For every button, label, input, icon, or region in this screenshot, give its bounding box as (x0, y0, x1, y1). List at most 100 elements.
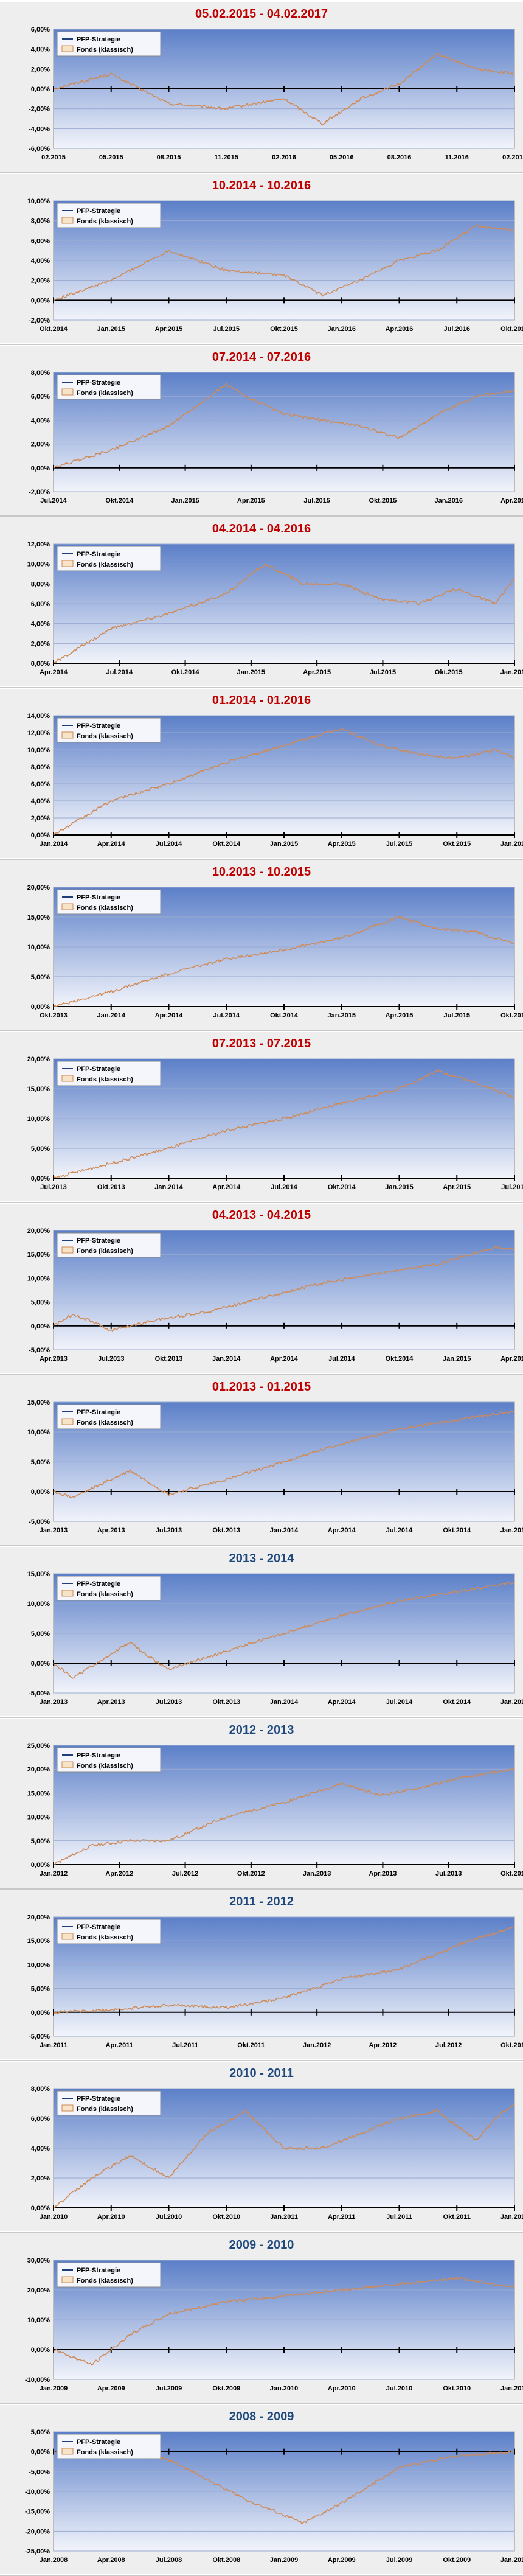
legend-box (57, 1232, 161, 1258)
x-tick-label: Apr.2013 (97, 1698, 125, 1706)
legend-label: PFP-Strategie (77, 1924, 120, 1931)
series-line-fonds (53, 1925, 515, 2014)
panel-divider (0, 1545, 523, 1546)
legend-swatch-fonds (61, 45, 74, 52)
x-tick-label: 02.2017 (502, 154, 523, 161)
legend-label: Fonds (klassisch) (77, 218, 133, 225)
legend-label: PFP-Strategie (77, 2438, 120, 2446)
x-tick-label: Jan.2010 (500, 2557, 523, 2564)
y-tick-label: 30,00% (27, 2257, 50, 2264)
x-tick-label: Okt.2014 (443, 1698, 471, 1706)
x-tick-label: Jul.2013 (40, 1184, 66, 1191)
x-tick-label: Okt.2010 (212, 2213, 240, 2221)
series-line-fonds (53, 1245, 514, 1332)
x-tick-label: Apr.2015 (303, 669, 331, 676)
x-tick-label: 11.2016 (445, 154, 469, 161)
x-tick-label: Jan.2015 (270, 840, 298, 848)
legend-box (57, 717, 161, 743)
x-tick-label: Jan.2015 (385, 1184, 413, 1191)
y-tick-label: -5,00% (29, 1347, 50, 1354)
y-tick-label: -6,00% (29, 145, 50, 153)
x-tick-label: Jan.2016 (328, 326, 356, 333)
series-line-fonds (54, 1768, 515, 1865)
y-tick-label: 4,00% (31, 2145, 50, 2152)
y-tick-label: 0,00% (31, 1862, 50, 1869)
x-tick-label: Jul.2014 (156, 840, 182, 848)
series-line-fonds (53, 1069, 515, 1179)
x-tick-label: Apr.2009 (97, 2385, 125, 2392)
legend-box (57, 1576, 161, 1601)
series-line-fonds (53, 563, 515, 664)
y-tick-label: 6,00% (31, 26, 50, 33)
chart-svg: 30,00% 20,00% 10,00% 0,00% -10,00%Jan.2009 Ap… (25, 2257, 523, 2392)
y-tick-label: -2,00% (29, 317, 50, 324)
chart-svg: 20,00% 15,00% 10,00% 5,00% 0,00% Jul.2013 Okt.… (27, 1056, 523, 1191)
x-tick-label: Jul.2015 (386, 840, 412, 848)
x-tick-label: Jan.2011 (40, 2042, 68, 2049)
x-tick-label: Okt.2014 (171, 669, 200, 676)
x-tick-label: Jan.2009 (270, 2557, 298, 2564)
legend-label: Fonds (klassisch) (77, 389, 133, 397)
y-tick-label: 0,00% (31, 2205, 50, 2212)
x-tick-label: Apr.2014 (328, 1527, 356, 1534)
y-tick-label: 20,00% (27, 2287, 50, 2294)
series-line-fonds (53, 2276, 515, 2366)
x-tick-label: Jul.2012 (435, 2042, 462, 2049)
x-tick-label: Okt.2015 (435, 669, 463, 676)
x-tick-label: Jul.2013 (435, 1870, 462, 1877)
x-tick-label: Jan.2012 (303, 2042, 331, 2049)
y-tick-label: 4,00% (31, 798, 50, 805)
x-tick-label: Okt.2014 (105, 497, 134, 504)
x-tick-label: 11.2015 (215, 154, 238, 161)
y-tick-label: 0,00% (31, 1323, 50, 1330)
y-tick-label: 10,00% (27, 944, 50, 951)
y-tick-label: 4,00% (31, 257, 50, 265)
chart-panel: 2012 - 2013 25,00% 20,00% 15,00% 10,00% 5,00%… (0, 1719, 523, 1888)
legend-swatch-fonds (61, 1418, 74, 1425)
legend-box (57, 2434, 161, 2459)
chart-svg: 20,00% 15,00% 10,00% 5,00% 0,00%Okt.2013 Jan.… (27, 884, 523, 1019)
legend-swatch-fonds (61, 560, 74, 567)
y-tick-label: 12,00% (27, 541, 50, 548)
chart-svg: 14,00% 12,00% 10,00% 8,00% 6,00% 4,00% 2,00% 0,… (27, 713, 523, 848)
chart-svg: 6,00%4,00%2,00%0,00%-2,00%-4,00%-6,00%02… (29, 26, 523, 161)
panel-divider (0, 1888, 523, 1890)
legend-label: Fonds (klassisch) (77, 561, 133, 568)
y-tick-label: -15,00% (25, 2508, 50, 2516)
x-tick-label: Jul.2009 (386, 2557, 412, 2564)
chart-svg: 15,00% 10,00% 5,00% 0,00% -5,00%Jan.2013 Apr.… (27, 1399, 523, 1534)
x-tick-label: Jan.2016 (434, 497, 462, 504)
y-tick-label: 6,00% (31, 2115, 50, 2123)
x-tick-label: Jul.2015 (444, 1012, 470, 1019)
x-tick-label: Jan.2015 (500, 1698, 523, 1706)
x-tick-label: Apr.2016 (500, 497, 523, 504)
legend-label: Fonds (klassisch) (77, 1934, 133, 1941)
legend-label: Fonds (klassisch) (77, 733, 133, 740)
legend-label: PFP-Strategie (77, 722, 120, 730)
x-tick-label: Okt.2014 (443, 1527, 471, 1534)
chart-title: 07.2013 - 07.2015 (212, 1037, 311, 1050)
series-line-fonds (53, 2103, 515, 2208)
y-tick-label: 20,00% (27, 1766, 50, 1773)
x-tick-label: Apr.2014 (155, 1012, 184, 1019)
chart-svg: 20,00%15,00%10,00%5,00%0,00%-5,00%Apr.20… (27, 1227, 523, 1363)
x-tick-label: Jul.2014 (40, 497, 67, 504)
x-tick-label: Jan.2011 (270, 2213, 298, 2221)
chart-panel: 04.2013 - 04.2015 20,00% 15,00% 10,00% 5,00%… (0, 1204, 523, 1373)
x-tick-label: Jul.2008 (156, 2557, 182, 2564)
x-tick-label: Jul.2014 (213, 1012, 240, 1019)
chart-panel: 2013 - 2014 15,00% 10,00% 5,00% 0,00% -5,00% J… (0, 1547, 523, 1716)
y-tick-label: 20,00% (27, 1227, 50, 1235)
x-tick-label: Jul.2014 (386, 1527, 413, 1534)
legend-swatch-fonds (61, 731, 74, 739)
y-tick-label: 15,00% (27, 1571, 50, 1578)
legend-box (57, 203, 161, 228)
x-tick-label: Okt.2014 (270, 1012, 299, 1019)
x-tick-label: Jan.2011 (500, 2385, 523, 2392)
x-tick-label: Apr.2009 (328, 2557, 356, 2564)
series-line-fonds (53, 52, 515, 126)
y-tick-label: 8,00% (31, 2086, 50, 2093)
legend-label: Fonds (klassisch) (77, 1076, 133, 1083)
y-tick-label: 0,00% (31, 297, 50, 304)
